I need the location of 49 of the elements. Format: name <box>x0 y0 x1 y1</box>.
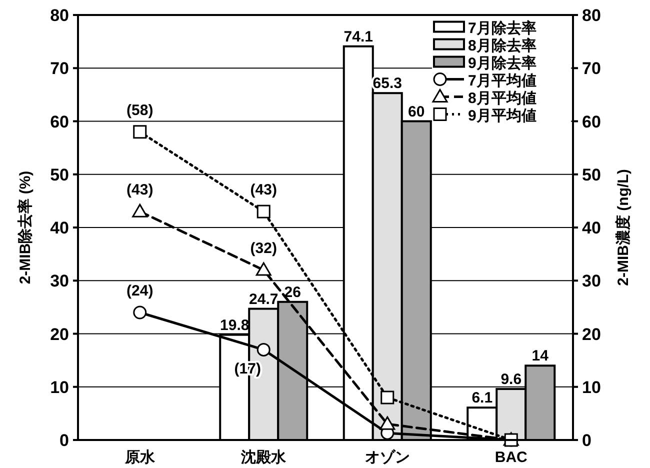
data-label: 24.7 <box>249 290 278 308</box>
point <box>380 390 394 404</box>
legend-label: 7月平均値 <box>468 72 536 90</box>
y2-tick-label: 0 <box>582 431 592 450</box>
legend-label: 9月平均値 <box>468 107 536 124</box>
y2-tick-label: 80 <box>582 6 601 25</box>
y-tick-label: 40 <box>50 218 69 238</box>
data-label: 26 <box>284 284 301 301</box>
x-tick-label: BAC <box>494 449 528 466</box>
y-tick-label: 30 <box>50 272 69 291</box>
point <box>132 204 148 218</box>
data-label: 60 <box>408 103 425 120</box>
y2-tick-label: 30 <box>582 272 601 291</box>
y2-tick-label: 50 <box>582 165 601 184</box>
legend-label: 9月除去率 <box>468 54 536 72</box>
y2-axis-title: 2-MIB濃度 (ng/L) <box>614 169 632 286</box>
y-tick-label: 10 <box>50 378 69 397</box>
y2-tick-label: 70 <box>582 59 601 78</box>
point <box>133 125 147 139</box>
point <box>256 262 272 276</box>
data-label: 14 <box>532 348 550 365</box>
data-label: (32) <box>250 240 277 257</box>
y-tick-label: 20 <box>50 324 69 344</box>
y2-tick-label: 20 <box>582 324 601 344</box>
legend-label: 8月除去率 <box>468 36 536 54</box>
data-label: (43) <box>126 182 154 199</box>
data-label: 6.1 <box>472 390 493 407</box>
y-tick-label: 60 <box>50 112 69 132</box>
legend-label: 7月除去率 <box>468 18 536 37</box>
y-tick-label: 50 <box>50 165 69 184</box>
legend-label: 8月平均値 <box>468 90 536 107</box>
data-label: (24) <box>126 282 154 300</box>
data-label: 9.6 <box>500 371 522 388</box>
y-axis-title: 2-MIB除去率 (%) <box>16 170 34 284</box>
y2-tick-label: 60 <box>582 112 601 132</box>
x-tick-label: オゾン <box>364 449 410 466</box>
y2-tick-label: 40 <box>582 218 601 238</box>
y-tick-label: 80 <box>50 6 69 25</box>
point <box>380 416 396 430</box>
y-tick-label: 70 <box>50 59 69 78</box>
y-tick-label: 0 <box>60 431 69 450</box>
x-tick-label: 原水 <box>124 449 156 466</box>
data-label: (43) <box>250 182 277 199</box>
x-tick-label: 沈殿水 <box>240 449 288 466</box>
data-label: 74.1 <box>344 28 373 46</box>
y2-tick-label: 10 <box>582 378 601 397</box>
point <box>256 204 270 218</box>
data-label: (58) <box>126 102 154 119</box>
point <box>256 342 270 356</box>
